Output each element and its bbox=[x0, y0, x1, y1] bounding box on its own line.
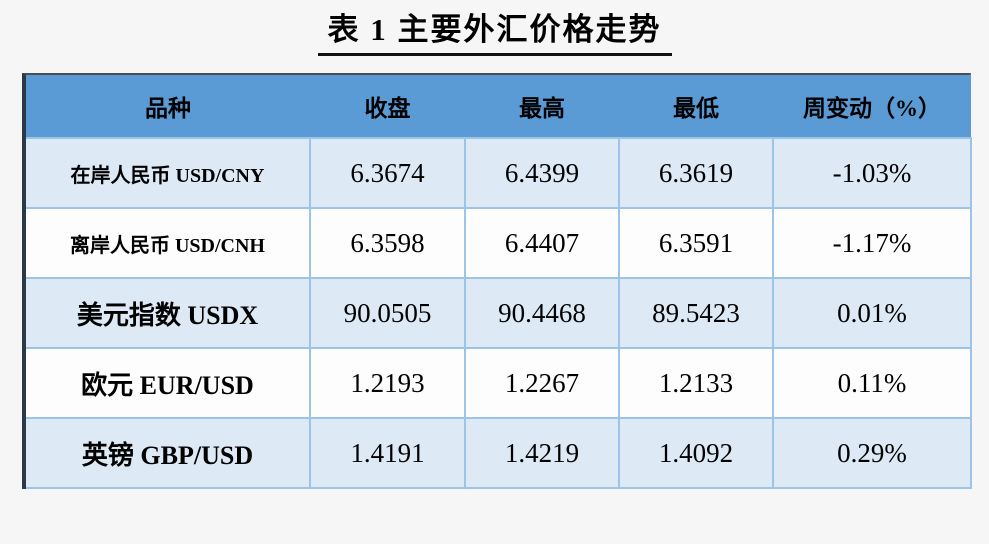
row-label: 美元指数 USDX bbox=[26, 277, 311, 349]
title-area: 表 1 主要外汇价格走势 bbox=[0, 0, 989, 73]
close-value: 1.4191 bbox=[309, 417, 466, 489]
weekly-change-value: -1.17% bbox=[772, 207, 972, 279]
low-value: 6.3591 bbox=[618, 207, 774, 279]
high-value: 6.4399 bbox=[464, 137, 620, 209]
weekly-change-value: 0.01% bbox=[772, 277, 972, 349]
table-row-usd-cny: 在岸人民币 USD/CNY 6.3674 6.4399 6.3619 -1.03… bbox=[26, 137, 972, 209]
high-value: 90.4468 bbox=[464, 277, 620, 349]
col-header-variety: 品种 bbox=[26, 75, 310, 139]
fx-table-frame: 品种 收盘 最高 最低 周变动（%） 在岸人民币 USD/CNY 6.3674 … bbox=[22, 73, 972, 489]
col-header-close: 收盘 bbox=[310, 75, 465, 139]
close-value: 6.3674 bbox=[309, 137, 466, 209]
table-row-usd-cnh: 离岸人民币 USD/CNH 6.3598 6.4407 6.3591 -1.17… bbox=[26, 207, 972, 279]
table-row-gbp-usd: 英镑 GBP/USD 1.4191 1.4219 1.4092 0.29% bbox=[26, 417, 972, 489]
row-label: 在岸人民币 USD/CNY bbox=[26, 137, 311, 209]
row-label: 英镑 GBP/USD bbox=[26, 417, 311, 489]
table-title: 表 1 主要外汇价格走势 bbox=[317, 12, 672, 56]
close-value: 90.0505 bbox=[309, 277, 466, 349]
row-label: 欧元 EUR/USD bbox=[26, 347, 311, 419]
low-value: 89.5423 bbox=[618, 277, 774, 349]
high-value: 1.2267 bbox=[464, 347, 620, 419]
table-row-eur-usd: 欧元 EUR/USD 1.2193 1.2267 1.2133 0.11% bbox=[26, 347, 972, 419]
weekly-change-value: 0.11% bbox=[772, 347, 972, 419]
low-value: 6.3619 bbox=[618, 137, 774, 209]
close-value: 6.3598 bbox=[309, 207, 466, 279]
weekly-change-value: 0.29% bbox=[772, 417, 972, 489]
high-value: 6.4407 bbox=[464, 207, 620, 279]
header-row: 品种 收盘 最高 最低 周变动（%） bbox=[26, 75, 971, 139]
row-label: 离岸人民币 USD/CNH bbox=[26, 207, 311, 279]
close-value: 1.2193 bbox=[309, 347, 466, 419]
fx-table: 品种 收盘 最高 最低 周变动（%） 在岸人民币 USD/CNY 6.3674 … bbox=[26, 75, 972, 489]
col-header-weekly-change: 周变动（%） bbox=[773, 75, 971, 139]
low-value: 1.4092 bbox=[618, 417, 774, 489]
col-header-low: 最低 bbox=[619, 75, 773, 139]
table-row-usdx: 美元指数 USDX 90.0505 90.4468 89.5423 0.01% bbox=[26, 277, 972, 349]
low-value: 1.2133 bbox=[618, 347, 774, 419]
col-header-high: 最高 bbox=[465, 75, 619, 139]
weekly-change-value: -1.03% bbox=[772, 137, 972, 209]
high-value: 1.4219 bbox=[464, 417, 620, 489]
